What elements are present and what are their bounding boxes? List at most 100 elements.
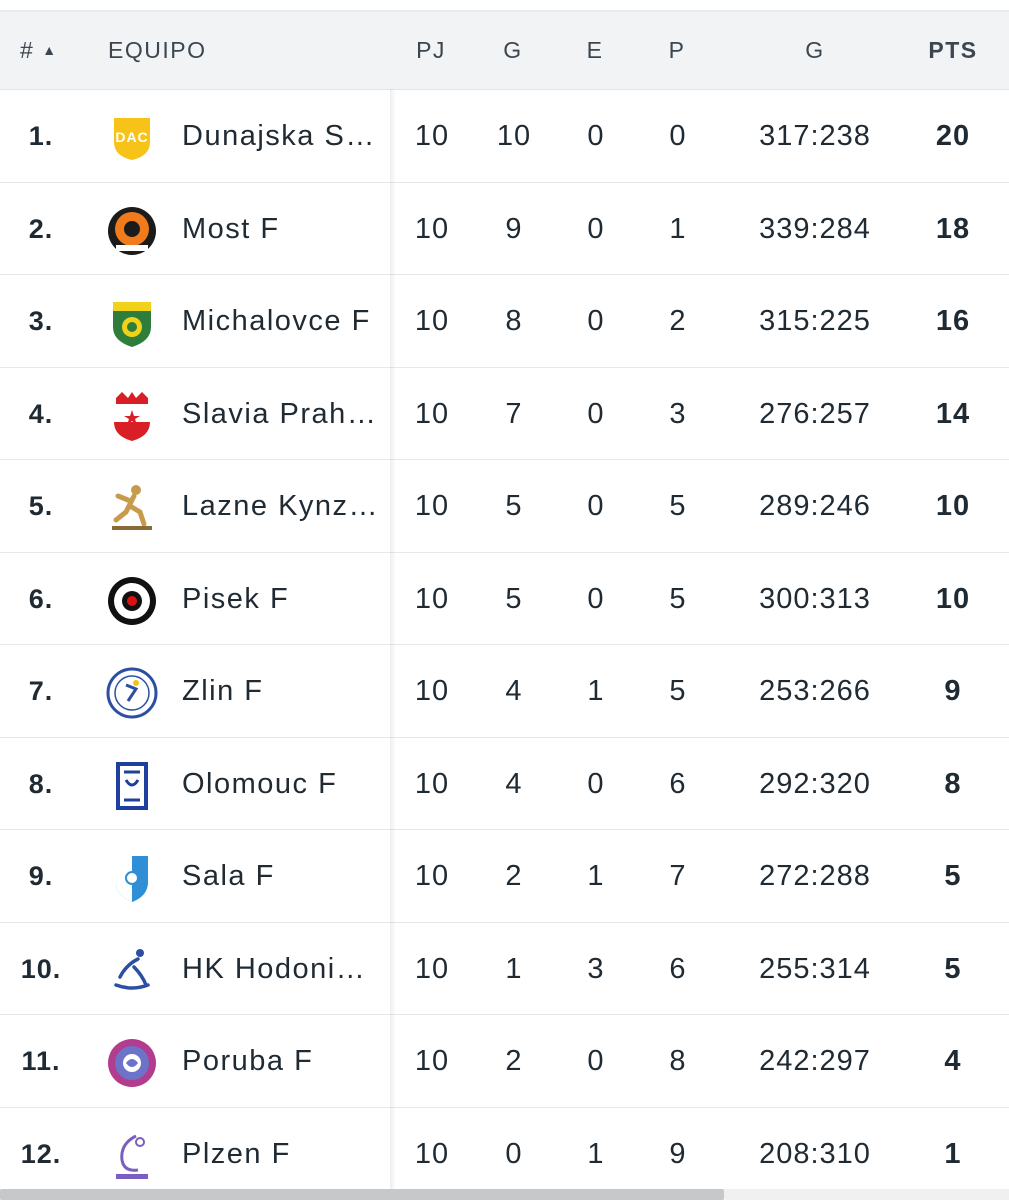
table-row[interactable]: 9. Sala F 10 2 1 7 272:288 5 — [0, 830, 1009, 923]
row-drawn: 1 — [587, 675, 605, 707]
row-goals: 292:320 — [759, 767, 871, 800]
row-team-name[interactable]: Dunajska Streda — [182, 120, 382, 152]
table-row[interactable]: 12. Plzen F 10 0 1 9 208:310 1 — [0, 1107, 1009, 1200]
row-team-name[interactable]: Michalovce F — [182, 305, 371, 337]
row-lost: 0 — [669, 120, 687, 152]
row-won: 7 — [505, 397, 523, 430]
plzen-logo-icon — [106, 1130, 158, 1182]
table-header: # ▲ EQUIPO PJ G E P G PTS — [0, 12, 1009, 90]
row-rank: 7. — [28, 676, 54, 706]
row-lost: 6 — [669, 952, 687, 985]
row-lost: 9 — [669, 1137, 687, 1170]
horizontal-scrollbar-thumb[interactable] — [0, 1189, 724, 1200]
header-points[interactable]: PTS — [928, 37, 978, 63]
row-won: 10 — [496, 120, 532, 152]
row-rank: 11. — [21, 1046, 61, 1076]
pisek-logo-icon — [106, 575, 158, 627]
row-rank: 8. — [28, 768, 54, 799]
row-played: 10 — [414, 1045, 450, 1077]
header-rank[interactable]: # ▲ — [20, 12, 58, 89]
table-row[interactable]: 4. Slavia Praha F 10 7 0 3 276:257 14 — [0, 367, 1009, 460]
row-lost: 5 — [669, 490, 687, 522]
row-team-name[interactable]: Olomouc F — [182, 767, 338, 800]
sort-ascending-icon: ▲ — [42, 42, 58, 58]
svg-text:DAC: DAC — [115, 129, 148, 145]
row-drawn: 1 — [587, 1137, 605, 1170]
row-goals: 317:238 — [759, 120, 871, 152]
row-won: 4 — [505, 767, 523, 800]
table-row[interactable]: 10. HK Hodonin F 10 1 3 6 255:314 5 — [0, 922, 1009, 1015]
table-row[interactable]: 2. Most F 10 9 0 1 339:284 18 — [0, 182, 1009, 275]
row-lost: 1 — [669, 212, 687, 245]
header-won[interactable]: G — [503, 37, 523, 63]
row-team-name[interactable]: HK Hodonin F — [182, 952, 382, 985]
row-rank: 6. — [28, 583, 54, 614]
row-goals: 339:284 — [759, 212, 871, 245]
hodonin-logo-icon — [106, 945, 158, 997]
row-team-name[interactable]: Zlin F — [182, 675, 264, 707]
row-lost: 3 — [669, 397, 687, 430]
row-won: 2 — [505, 1045, 523, 1077]
row-points: 4 — [944, 1045, 962, 1077]
row-team-name[interactable]: Most F — [182, 212, 280, 245]
row-won: 5 — [505, 582, 523, 615]
table-row[interactable]: 3. Michalovce F 10 8 0 2 315:225 16 — [0, 275, 1009, 368]
row-team-name[interactable]: Poruba F — [182, 1045, 314, 1077]
row-rank: 12. — [20, 1138, 62, 1169]
header-drawn[interactable]: E — [586, 37, 604, 63]
row-points: 14 — [935, 397, 971, 430]
table-row[interactable]: 6. Pisek F 10 5 0 5 300:313 10 — [0, 552, 1009, 645]
table-row[interactable]: 11. Poruba F 10 2 0 8 242:297 4 — [0, 1015, 1009, 1108]
row-drawn: 0 — [587, 120, 605, 152]
row-played: 10 — [414, 120, 450, 152]
row-played: 10 — [414, 1137, 450, 1170]
sala-logo-icon — [106, 852, 158, 904]
row-played: 10 — [414, 582, 450, 615]
standings-table: # ▲ EQUIPO PJ G E P G PTS 1. DAC Dunajska S… — [0, 12, 1009, 1200]
row-points: 9 — [944, 675, 962, 707]
row-drawn: 3 — [587, 952, 605, 985]
header-played[interactable]: PJ — [416, 37, 446, 63]
row-team-name[interactable]: Pisek F — [182, 582, 290, 615]
row-won: 5 — [505, 490, 523, 522]
row-played: 10 — [414, 860, 450, 892]
header-goals[interactable]: G — [805, 37, 825, 63]
table-row[interactable]: 7. Zlin F 10 4 1 5 253:266 9 — [0, 645, 1009, 738]
row-drawn: 0 — [587, 490, 605, 522]
row-lost: 5 — [669, 582, 687, 615]
header-team[interactable]: EQUIPO — [108, 37, 207, 63]
row-played: 10 — [414, 212, 450, 245]
row-team-name[interactable]: Slavia Praha F — [182, 397, 382, 430]
row-team-name[interactable]: Lazne Kynzvart F — [182, 490, 382, 522]
row-played: 10 — [414, 767, 450, 800]
row-goals: 289:246 — [759, 490, 871, 522]
table-row[interactable]: 8. Olomouc F 10 4 0 6 292:320 8 — [0, 737, 1009, 830]
zlin-logo-icon — [106, 667, 158, 719]
row-goals: 272:288 — [759, 860, 871, 892]
row-drawn: 0 — [587, 397, 605, 430]
row-drawn: 0 — [587, 305, 605, 337]
row-goals: 208:310 — [759, 1137, 871, 1170]
row-played: 10 — [414, 675, 450, 707]
most-logo-icon — [106, 205, 158, 257]
row-goals: 255:314 — [759, 952, 871, 985]
row-team-name[interactable]: Plzen F — [182, 1137, 291, 1170]
table-row[interactable]: 5. Lazne Kynzvart F 10 5 0 5 289:246 10 — [0, 460, 1009, 553]
row-drawn: 0 — [587, 767, 605, 800]
row-won: 0 — [505, 1137, 523, 1170]
row-drawn: 1 — [587, 860, 605, 892]
row-points: 1 — [944, 1137, 962, 1170]
row-drawn: 0 — [587, 582, 605, 615]
row-lost: 5 — [669, 675, 687, 707]
header-lost[interactable]: P — [668, 37, 686, 63]
row-lost: 7 — [669, 860, 687, 892]
row-rank: 5. — [28, 491, 54, 521]
row-points: 10 — [935, 582, 971, 615]
table-row[interactable]: 1. DAC Dunajska Streda 10 10 0 0 317:238 20 — [0, 90, 1009, 183]
row-played: 10 — [414, 490, 450, 522]
row-team-name[interactable]: Sala F — [182, 860, 275, 892]
row-goals: 242:297 — [759, 1045, 871, 1077]
row-lost: 2 — [669, 305, 687, 337]
